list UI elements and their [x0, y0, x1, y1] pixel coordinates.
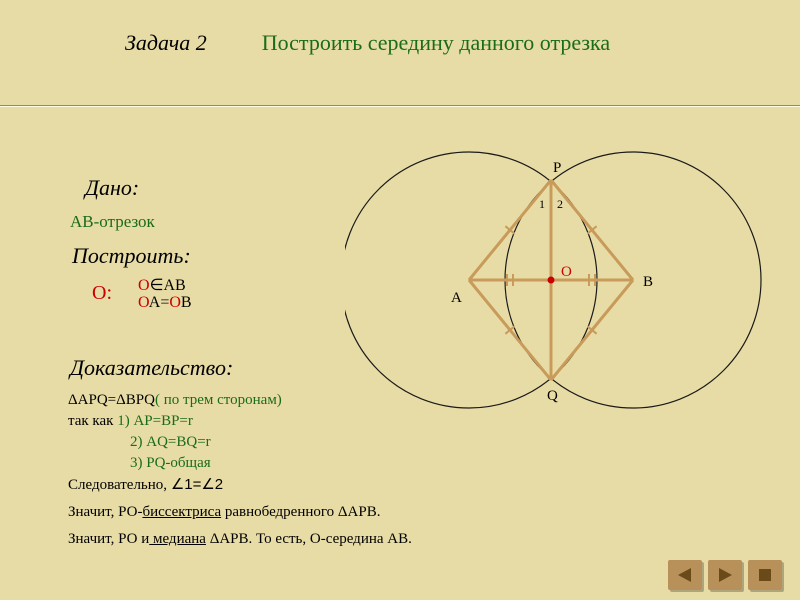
prev-button[interactable] — [668, 560, 702, 590]
triangle-left-icon — [676, 566, 694, 584]
proof-line-7: Значит, РО и медиана ΔАРВ. То есть, О-се… — [68, 529, 412, 550]
triangle-right-icon — [716, 566, 734, 584]
construct-label: Построить: — [72, 243, 191, 269]
o-condition-1: О∈АВ — [138, 275, 186, 295]
svg-text:2: 2 — [557, 197, 563, 211]
o-label: О: — [92, 282, 112, 305]
svg-text:В: В — [643, 274, 653, 290]
svg-text:Q: Q — [547, 388, 558, 404]
diagram: Р Q А В О 12 — [345, 125, 765, 440]
o-condition-2: ОА=ОВ — [138, 294, 192, 312]
svg-text:Р: Р — [553, 160, 561, 176]
proof-label: Доказательство: — [70, 355, 233, 381]
diagram-svg: Р Q А В О 12 — [345, 125, 765, 435]
proof-line-5: Следовательно, ∠1=∠2 — [68, 474, 412, 496]
task-title: Построить середину данного отрезка — [262, 30, 610, 56]
home-button[interactable] — [748, 560, 782, 590]
header: Задача 2 Построить середину данного отре… — [0, 30, 800, 56]
svg-text:1: 1 — [539, 197, 545, 211]
square-icon — [756, 566, 774, 584]
proof-line-6: Значит, РО-биссектриса равнобедренного Δ… — [68, 502, 412, 523]
task-number: Задача 2 — [125, 30, 207, 56]
divider — [0, 105, 800, 107]
nav-buttons — [668, 560, 782, 590]
next-button[interactable] — [708, 560, 742, 590]
svg-text:А: А — [451, 290, 462, 306]
proof-line-4: 3) РQ-общая — [68, 453, 412, 474]
svg-text:О: О — [561, 264, 572, 280]
given-label: Дано: — [85, 175, 139, 201]
given-text: АВ-отрезок — [70, 212, 155, 232]
